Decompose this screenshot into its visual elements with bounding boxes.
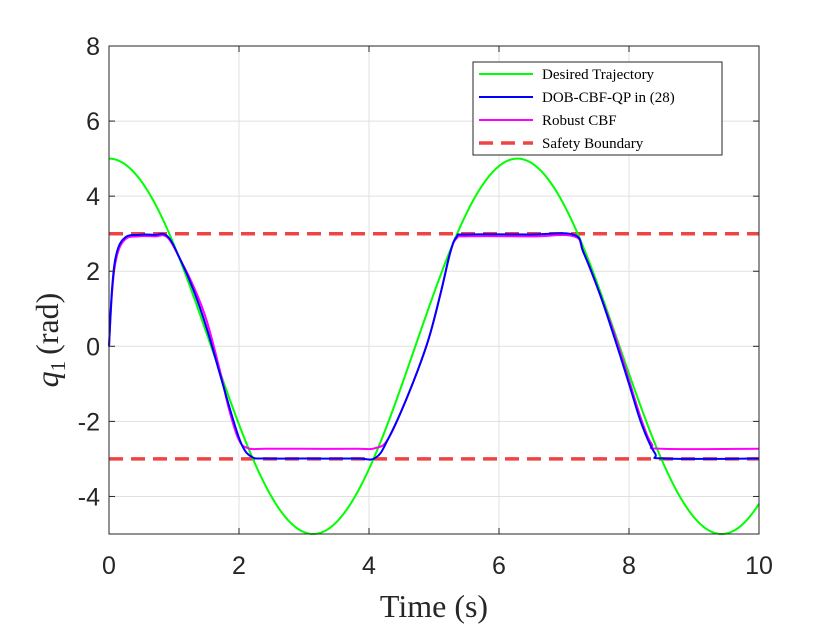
y-axis-label-var: q xyxy=(29,371,65,387)
legend-box xyxy=(472,61,723,156)
y-tick-label: 0 xyxy=(86,333,100,361)
y-tick-label: 4 xyxy=(86,183,100,211)
y-tick-label: 2 xyxy=(86,258,100,286)
legend-label: DOB-CBF-QP in (28) xyxy=(542,90,675,106)
x-tick-label: 0 xyxy=(102,552,116,580)
legend-label: Robust CBF xyxy=(542,113,617,129)
legend-label: Desired Trajectory xyxy=(542,67,655,83)
x-tick-label: 10 xyxy=(745,552,773,580)
dob-cbf-qp-in-28--line xyxy=(108,232,760,461)
grid xyxy=(108,45,760,534)
y-axis-label-group: q1 (rad) xyxy=(29,293,70,388)
x-tick-label: 2 xyxy=(232,552,246,580)
y-tick-label: 6 xyxy=(86,108,100,136)
x-tick-label: 4 xyxy=(362,552,376,580)
y-tick-label: 8 xyxy=(86,33,100,61)
y-axis-label: q1 (rad) xyxy=(29,293,70,388)
series-group xyxy=(108,157,760,536)
plot-frame xyxy=(108,45,760,535)
y-axis-label-unit: (rad) xyxy=(29,293,65,355)
x-tick-label: 6 xyxy=(492,552,506,580)
y-tick-label: -4 xyxy=(78,483,100,511)
tick-labels: 0 2 4 6 8 10 -4 -2 0 2 4 6 8 xyxy=(78,33,773,580)
legend-label: Safety Boundary xyxy=(542,136,644,152)
legend: Desired Trajectory DOB-CBF-QP in (28) Robu… xyxy=(472,61,723,156)
y-axis-label-sub: 1 xyxy=(46,361,70,372)
x-axis-label: Time (s) xyxy=(380,588,488,624)
y-tick-label: -2 xyxy=(78,408,100,436)
x-tick-label: 8 xyxy=(622,552,636,580)
